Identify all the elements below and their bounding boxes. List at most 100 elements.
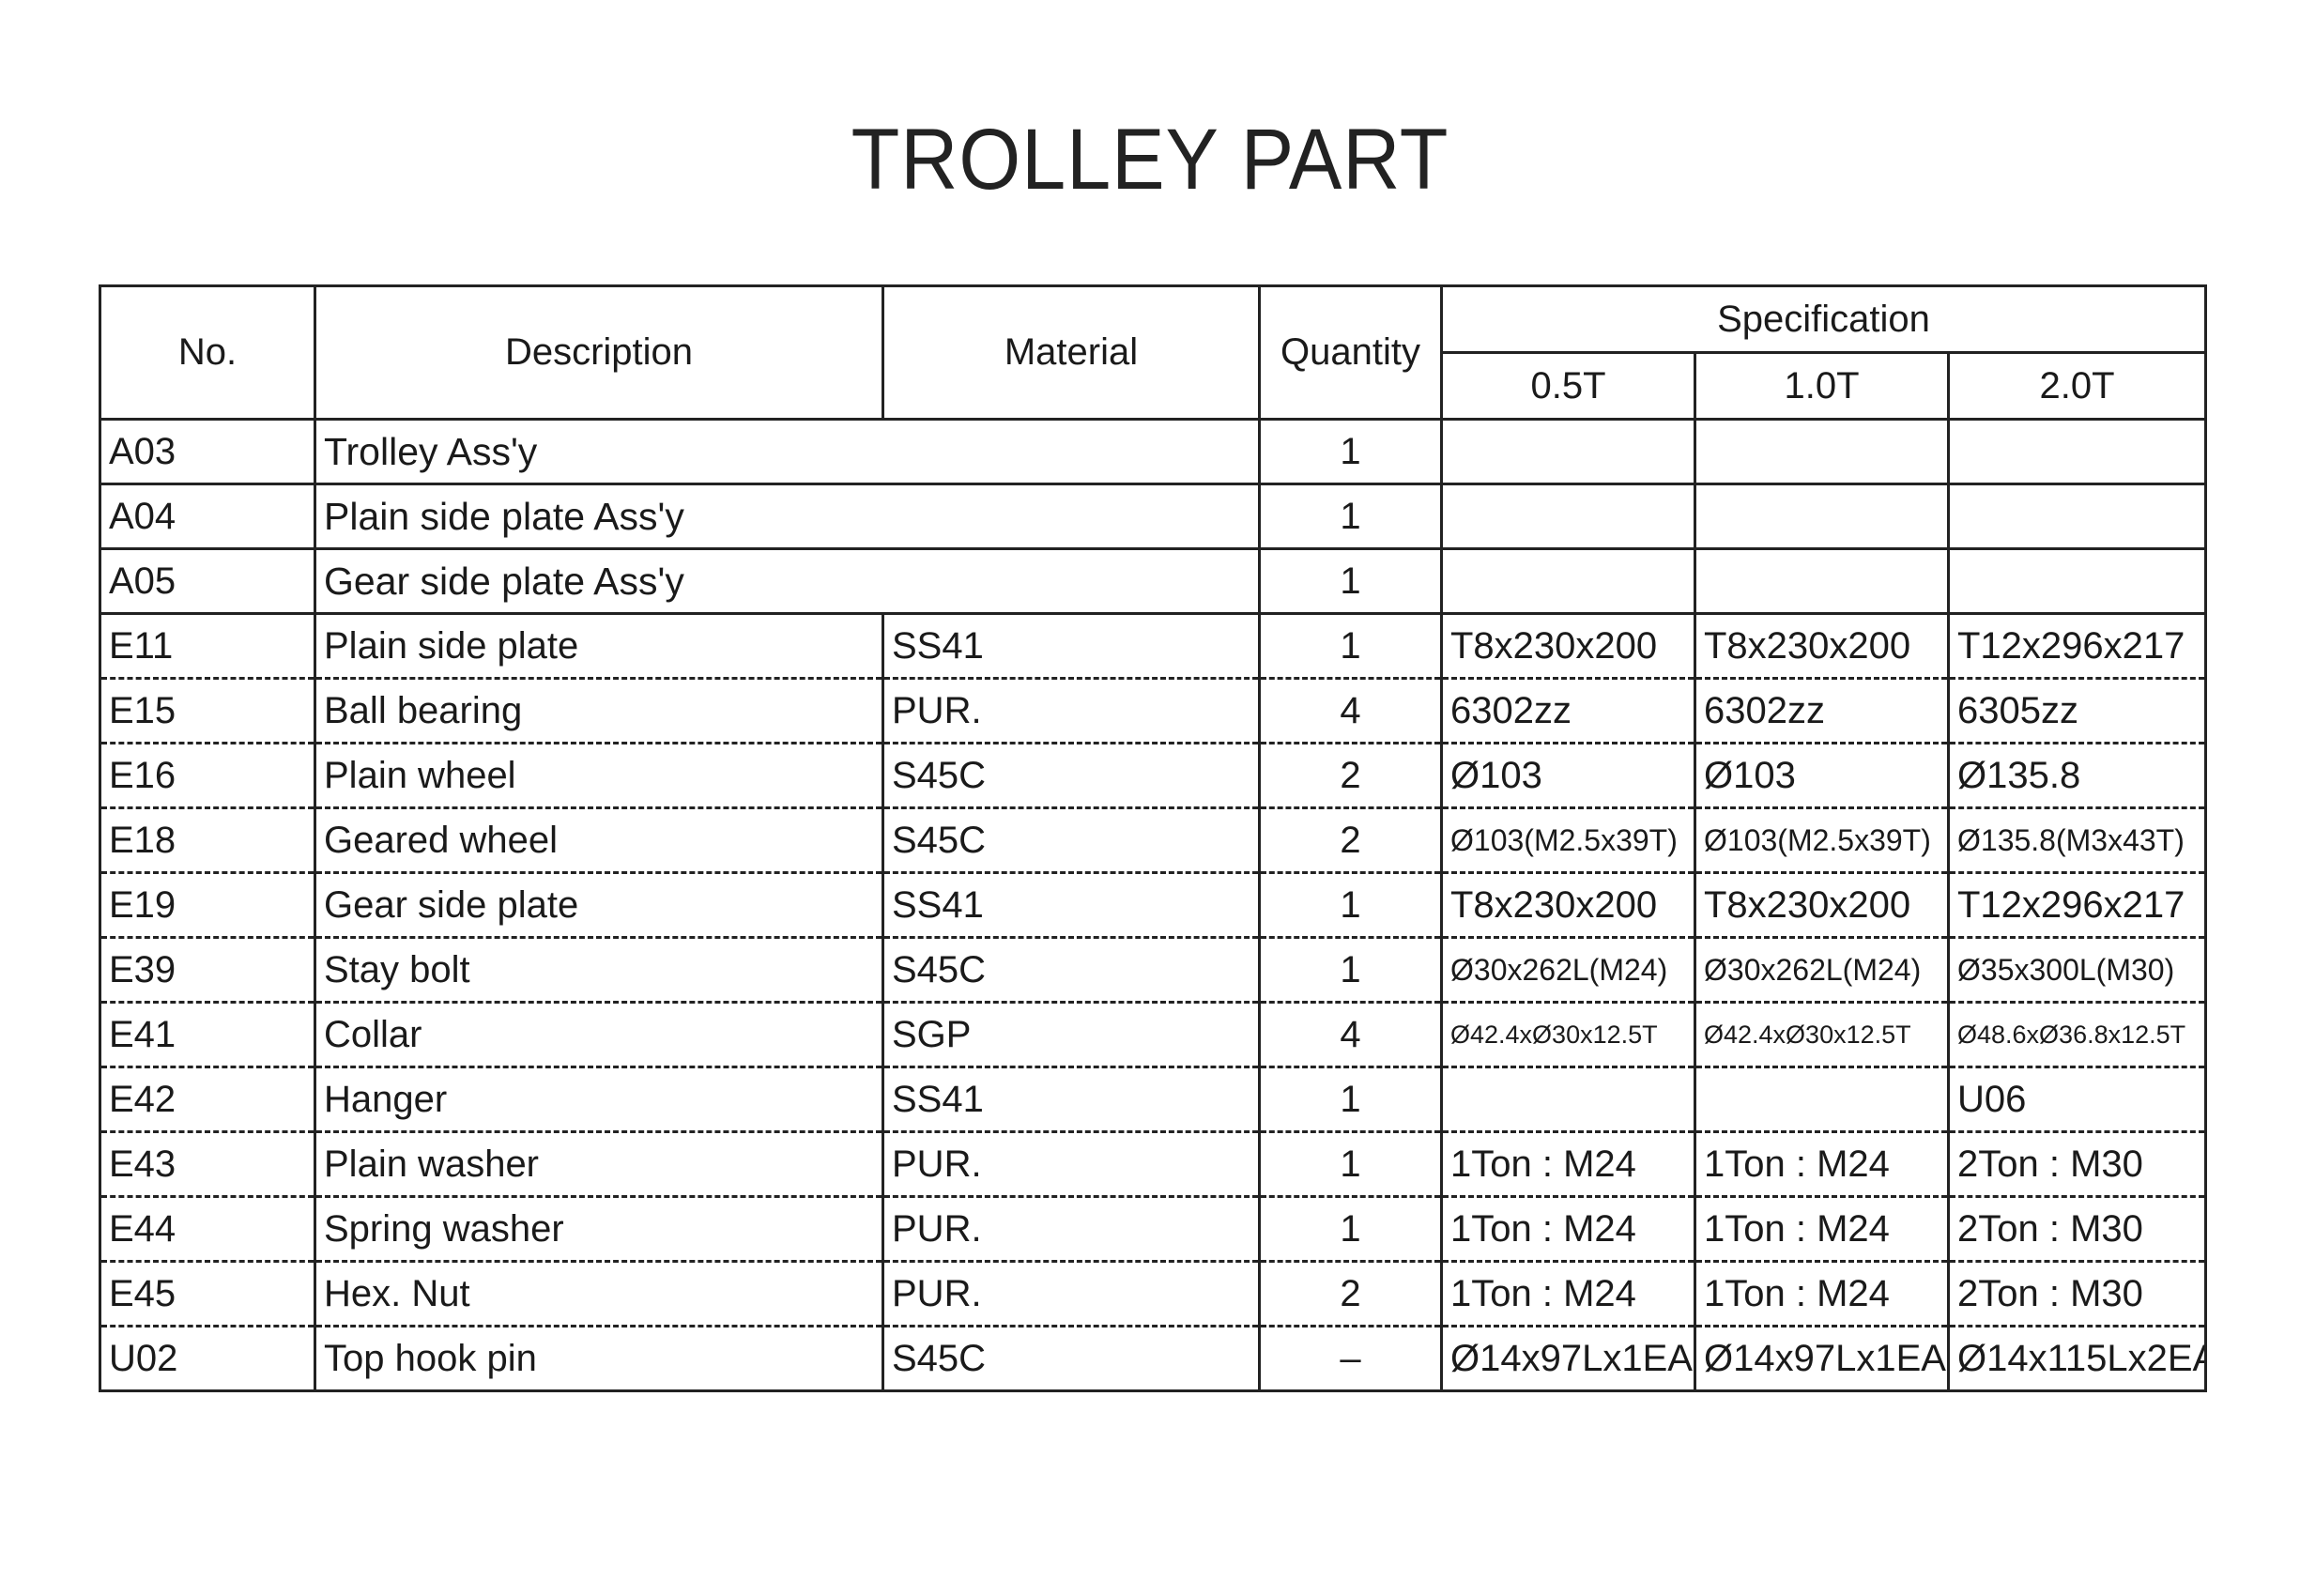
table-cell: 2Ton : M30	[1946, 1195, 2208, 1263]
table-cell	[1946, 483, 2208, 550]
table-cell	[1946, 547, 2208, 615]
table-cell: T12x296x217	[1946, 612, 2208, 680]
table-cell: 4	[1258, 677, 1443, 744]
table-cell: SS41	[882, 871, 1261, 939]
table-cell: SS41	[882, 612, 1261, 680]
table-cell: 1	[1258, 936, 1443, 1004]
table-cell: Hex. Nut	[314, 1260, 884, 1327]
table-cell: Ø135.8(M3x43T)	[1946, 806, 2208, 874]
table-cell: 6302zz	[1694, 677, 1950, 744]
table-cell: Collar	[314, 1001, 884, 1068]
assembly-row: A05 Gear side plate Ass'y 1	[99, 547, 2208, 615]
header-specification: Specification	[1439, 284, 2208, 354]
table-cell: T8x230x200	[1440, 871, 1696, 939]
table-cell: U02	[99, 1325, 316, 1392]
part-row: E39 Stay bolt S45C 1 Ø30x262L(M24) Ø30x262L(M…	[99, 936, 2208, 1004]
part-row: E43 Plain washer PUR. 1 1Ton : M24 1Ton : M24…	[99, 1130, 2208, 1198]
table-cell: 1Ton : M24	[1440, 1195, 1696, 1263]
table-cell: 1Ton : M24	[1694, 1195, 1950, 1263]
table-cell: PUR.	[882, 1260, 1261, 1327]
header-no: No.	[99, 284, 316, 421]
part-row: E42 Hanger SS41 1 U06	[99, 1066, 2208, 1133]
table-cell: SS41	[882, 1066, 1261, 1133]
part-row: E11 Plain side plate SS41 1 T8x230x200 T8x230…	[99, 612, 2208, 680]
table-cell: Ø14x115Lx2EA	[1946, 1325, 2208, 1392]
table-cell: A03	[99, 418, 316, 485]
assembly-row: A03 Trolley Ass'y 1	[99, 418, 2208, 485]
table-cell: Gear side plate	[314, 871, 884, 939]
table-cell: 1	[1258, 1066, 1443, 1133]
table-cell: 1Ton : M24	[1694, 1130, 1950, 1198]
table-cell: Ø103	[1440, 742, 1696, 809]
table-cell: Ø35x300L(M30)	[1946, 936, 2208, 1004]
table-cell: E15	[99, 677, 316, 744]
table-cell: E43	[99, 1130, 316, 1198]
table-cell: 1	[1258, 547, 1443, 615]
table-cell: PUR.	[882, 677, 1261, 744]
table-cell: E16	[99, 742, 316, 809]
table-cell: E45	[99, 1260, 316, 1327]
header-spec-0-5t: 0.5T	[1440, 351, 1696, 421]
table-cell: Plain wheel	[314, 742, 884, 809]
table-cell: 1Ton : M24	[1694, 1260, 1950, 1327]
table-cell: Plain washer	[314, 1130, 884, 1198]
table-cell: E39	[99, 936, 316, 1004]
table-cell: 2	[1258, 742, 1443, 809]
table-cell	[1694, 418, 1950, 485]
table-cell: Plain side plate	[314, 612, 884, 680]
table-cell: 1	[1258, 612, 1443, 680]
header-spec-1-0t: 1.0T	[1694, 351, 1950, 421]
part-row: E15 Ball bearing PUR. 4 6302zz 6302zz 6305zz	[99, 677, 2208, 744]
table-cell: S45C	[882, 936, 1261, 1004]
table-cell: –	[1258, 1325, 1443, 1392]
table-cell: Top hook pin	[314, 1325, 884, 1392]
table-cell	[1694, 547, 1950, 615]
table-cell: 2	[1258, 1260, 1443, 1327]
table-cell: 1Ton : M24	[1440, 1260, 1696, 1327]
table-cell: PUR.	[882, 1130, 1261, 1198]
table-cell: Ø48.6xØ36.8x12.5T	[1946, 1001, 2208, 1068]
table-cell: 2Ton : M30	[1946, 1260, 2208, 1327]
table-cell: 6302zz	[1440, 677, 1696, 744]
table-cell: 1	[1258, 871, 1443, 939]
table-cell	[1440, 547, 1696, 615]
header-description: Description	[314, 284, 884, 421]
table-cell: T8x230x200	[1694, 612, 1950, 680]
table-cell: SGP	[882, 1001, 1261, 1068]
table-cell: E44	[99, 1195, 316, 1263]
table-cell: Ø14x97Lx1EA	[1694, 1325, 1950, 1392]
table-cell: Ø103(M2.5x39T)	[1440, 806, 1696, 874]
table-cell: Gear side plate Ass'y	[314, 547, 1261, 615]
table-cell: Ø30x262L(M24)	[1694, 936, 1950, 1004]
table-cell: A05	[99, 547, 316, 615]
header-quantity: Quantity	[1258, 284, 1443, 421]
table-cell: E11	[99, 612, 316, 680]
table-cell	[1946, 418, 2208, 485]
part-row: E41 Collar SGP 4 Ø42.4xØ30x12.5T Ø42.4xØ30x12…	[99, 1001, 2208, 1068]
part-row: E45 Hex. Nut PUR. 2 1Ton : M24 1Ton : M24 2Ton…	[99, 1260, 2208, 1327]
table-cell: Geared wheel	[314, 806, 884, 874]
table-cell: Stay bolt	[314, 936, 884, 1004]
table-cell: E41	[99, 1001, 316, 1068]
table-cell: 4	[1258, 1001, 1443, 1068]
table-cell	[1440, 418, 1696, 485]
table-cell: Trolley Ass'y	[314, 418, 1261, 485]
table-cell: Hanger	[314, 1066, 884, 1133]
table-cell: 1	[1258, 1130, 1443, 1198]
part-row: E44 Spring washer PUR. 1 1Ton : M24 1Ton : M2…	[99, 1195, 2208, 1263]
table-cell: T8x230x200	[1440, 612, 1696, 680]
part-row: E18 Geared wheel S45C 2 Ø103(M2.5x39T) Ø103(M…	[99, 806, 2208, 874]
table-cell: 1	[1258, 483, 1443, 550]
table-cell: 6305zz	[1946, 677, 2208, 744]
table-cell: 1	[1258, 1195, 1443, 1263]
table-cell: E18	[99, 806, 316, 874]
table-cell: Plain side plate Ass'y	[314, 483, 1261, 550]
header-material: Material	[882, 284, 1261, 421]
table-cell	[1694, 1066, 1950, 1133]
table-cell: 2	[1258, 806, 1443, 874]
table-cell: PUR.	[882, 1195, 1261, 1263]
table-cell: S45C	[882, 742, 1261, 809]
table-cell: U06	[1946, 1066, 2208, 1133]
part-row: E19 Gear side plate SS41 1 T8x230x200 T8x230x…	[99, 871, 2208, 939]
part-row: U02 Top hook pin S45C – Ø14x97Lx1EA Ø14x97Lx1…	[99, 1325, 2208, 1392]
